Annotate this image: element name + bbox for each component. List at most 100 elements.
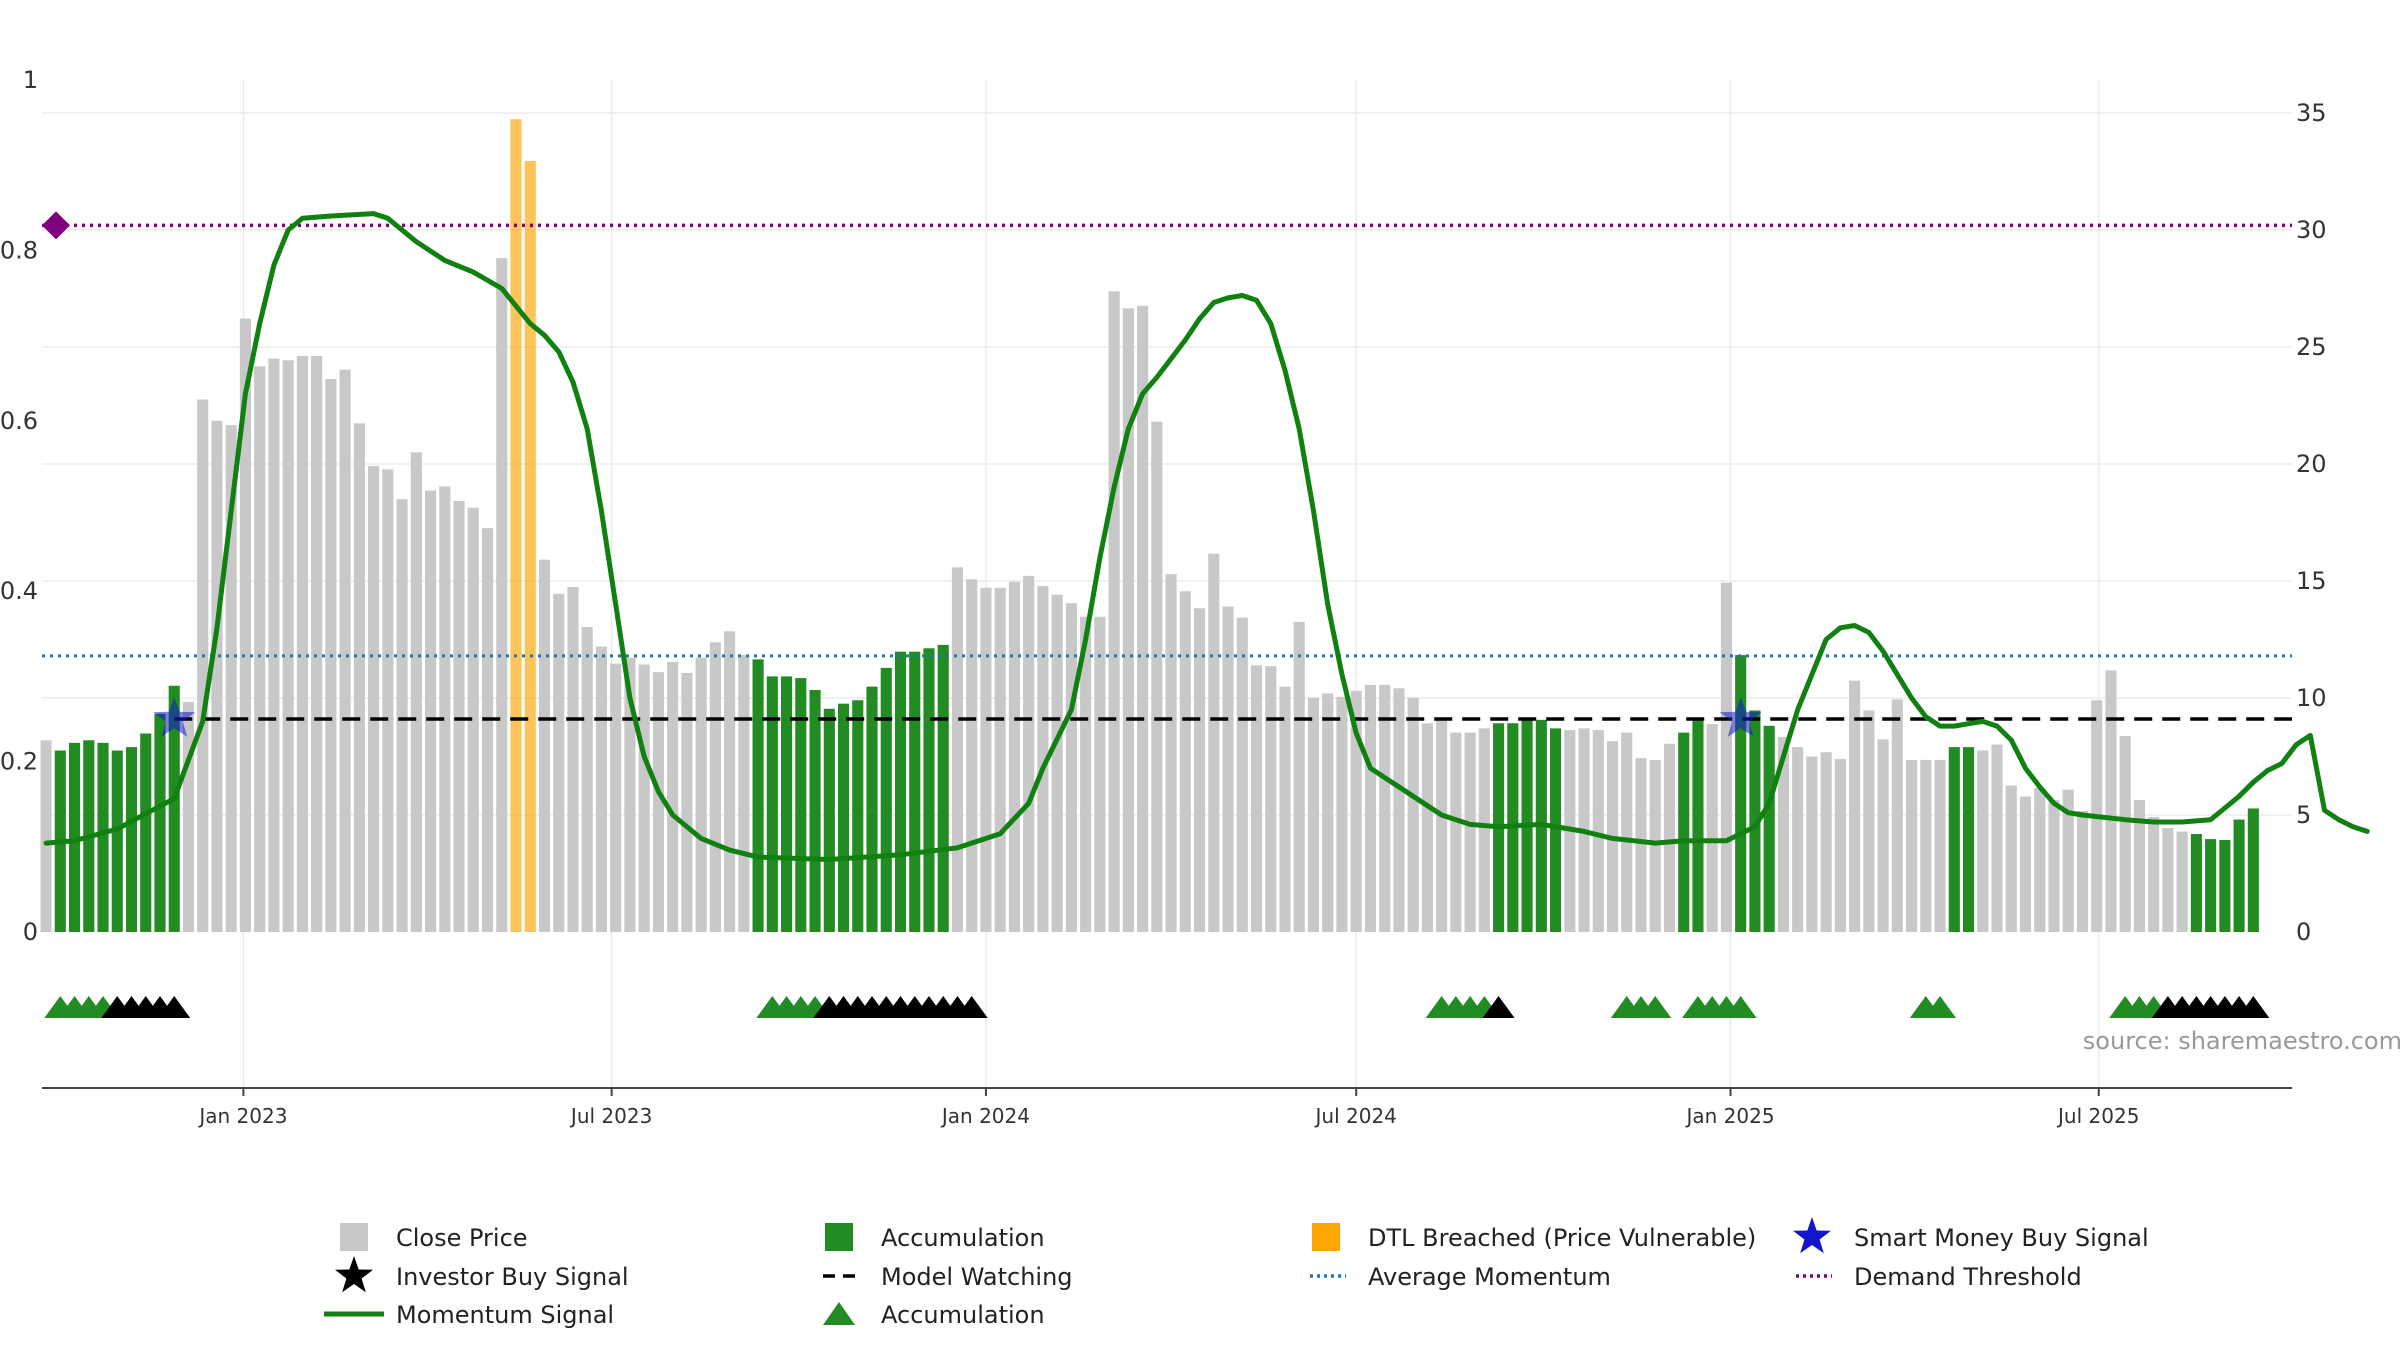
close-price-bar (1364, 684, 1376, 932)
accumulation-bar (1678, 732, 1690, 932)
left-tick-label: 0.8 (0, 236, 38, 264)
accumulation-bar (1763, 725, 1775, 932)
accumulation-bar (154, 713, 166, 932)
left-tick-label: 0.6 (0, 407, 38, 435)
close-price-bar (1792, 747, 1804, 932)
x-tick-label: Jul 2023 (569, 1104, 652, 1128)
close-price-bar (980, 587, 992, 932)
close-price-bar (1279, 686, 1291, 932)
accumulation-bar (111, 750, 123, 932)
accumulation-bar (937, 644, 949, 932)
close-price-bar (368, 465, 380, 932)
close-price-bar (1906, 759, 1918, 932)
accumulation-bar (823, 708, 835, 932)
close-price-bar (1977, 750, 1989, 932)
close-price-bar (1179, 591, 1191, 932)
close-price-bar (1250, 665, 1263, 932)
close-price-bar (1379, 684, 1391, 932)
close-price-bar (2076, 811, 2089, 932)
close-price-bar (2148, 816, 2160, 932)
close-price-bar (1108, 291, 1120, 932)
dtl-breached-swatch (1312, 1223, 1340, 1251)
close-price-bar (382, 469, 394, 932)
close-price-bar (1080, 616, 1092, 932)
investor-signal-marker (2237, 996, 2270, 1018)
legend-item-model-watching: Model Watching (823, 1263, 1073, 1291)
close-price-bar (2062, 789, 2074, 932)
close-price-bar (1293, 621, 1305, 932)
accumulation-bar (1692, 719, 1704, 932)
close-price-bar (1806, 756, 1818, 932)
right-tick-label: 35 (2296, 99, 2327, 127)
close-price-bar (1122, 308, 1134, 932)
close-price-bar (1720, 582, 1733, 932)
close-price-bar (410, 452, 422, 932)
accumulation-bar (781, 676, 793, 932)
close-price-bar (496, 258, 508, 932)
close-price-bar (1849, 680, 1861, 932)
accumulation-bar (766, 676, 778, 932)
legend-label: Smart Money Buy Signal (1854, 1224, 2149, 1252)
legend-label: Close Price (396, 1224, 528, 1252)
right-tick-label: 15 (2296, 567, 2327, 595)
accumulation-bar (2219, 839, 2231, 932)
close-price-bar (1307, 697, 1320, 932)
reference-lines-layer (42, 211, 2292, 721)
accumulation-signal-marker (1924, 996, 1957, 1018)
close-price-bar (1920, 759, 1932, 932)
demand-threshold-marker (42, 211, 70, 240)
dtl-breached-bar (510, 119, 522, 932)
close-price-bar (1991, 744, 2003, 932)
legend-item-demand-threshold: Demand Threshold (1796, 1263, 2082, 1291)
investor-signal-marker (158, 996, 191, 1018)
close-price-bar (2162, 828, 2174, 932)
close-price-bar (538, 559, 551, 932)
close-price-bar (951, 567, 964, 932)
left-tick-label: 0.4 (0, 577, 38, 605)
right-tick-label: 10 (2296, 684, 2327, 712)
close-price-bar (2005, 785, 2017, 932)
close-price-bar (1834, 759, 1846, 932)
legend-label: Demand Threshold (1854, 1263, 2082, 1291)
close-price-bar (1863, 710, 1875, 932)
legend-label: Model Watching (881, 1263, 1073, 1291)
close-price-bar (339, 369, 351, 932)
legend-item-smart-money: Smart Money Buy Signal (1793, 1217, 2149, 1254)
accumulation-bar (894, 651, 907, 932)
close-price-bar (738, 655, 750, 932)
accumulation-bar (752, 659, 764, 932)
close-price-bar (239, 318, 251, 932)
close-price-bar (1222, 606, 1234, 932)
right-tick-label: 20 (2296, 450, 2327, 478)
close-price-bar (567, 586, 579, 932)
close-price-bar (1934, 759, 1946, 932)
legend-label: Average Momentum (1368, 1263, 1611, 1291)
close-price-bar (268, 358, 280, 932)
legend-label: Investor Buy Signal (396, 1263, 629, 1291)
legend-item-accumulation: Accumulation (825, 1223, 1045, 1252)
legend-item-investor: Investor Buy Signal (335, 1256, 629, 1293)
accumulation-bar (125, 747, 138, 932)
close-price-bar (353, 423, 365, 932)
legend-item-momentum: Momentum Signal (324, 1301, 614, 1329)
close-price-bar (1421, 723, 1433, 932)
close-price-bar (311, 356, 323, 933)
accumulation-bar (140, 733, 152, 932)
close-price-bar (225, 425, 237, 932)
momentum-signal-line (43, 211, 2370, 862)
close-price-bar (425, 490, 437, 932)
triangle-swatch (823, 1302, 855, 1325)
accumulation-bar (1550, 728, 1562, 932)
accumulation-bar (1735, 655, 1747, 932)
accumulation-bar (880, 667, 892, 932)
legend-item-avg-momentum: Average Momentum (1310, 1263, 1611, 1291)
close-price-bar (1151, 421, 1163, 932)
momentum-layer (43, 211, 2370, 862)
close-price-bar (481, 528, 494, 932)
close-price-bar (1051, 594, 1063, 932)
close-price-bar (1193, 608, 1206, 932)
close-price-bar (453, 500, 465, 932)
close-price-bar (1165, 574, 1177, 932)
star-swatch (1793, 1217, 1831, 1254)
